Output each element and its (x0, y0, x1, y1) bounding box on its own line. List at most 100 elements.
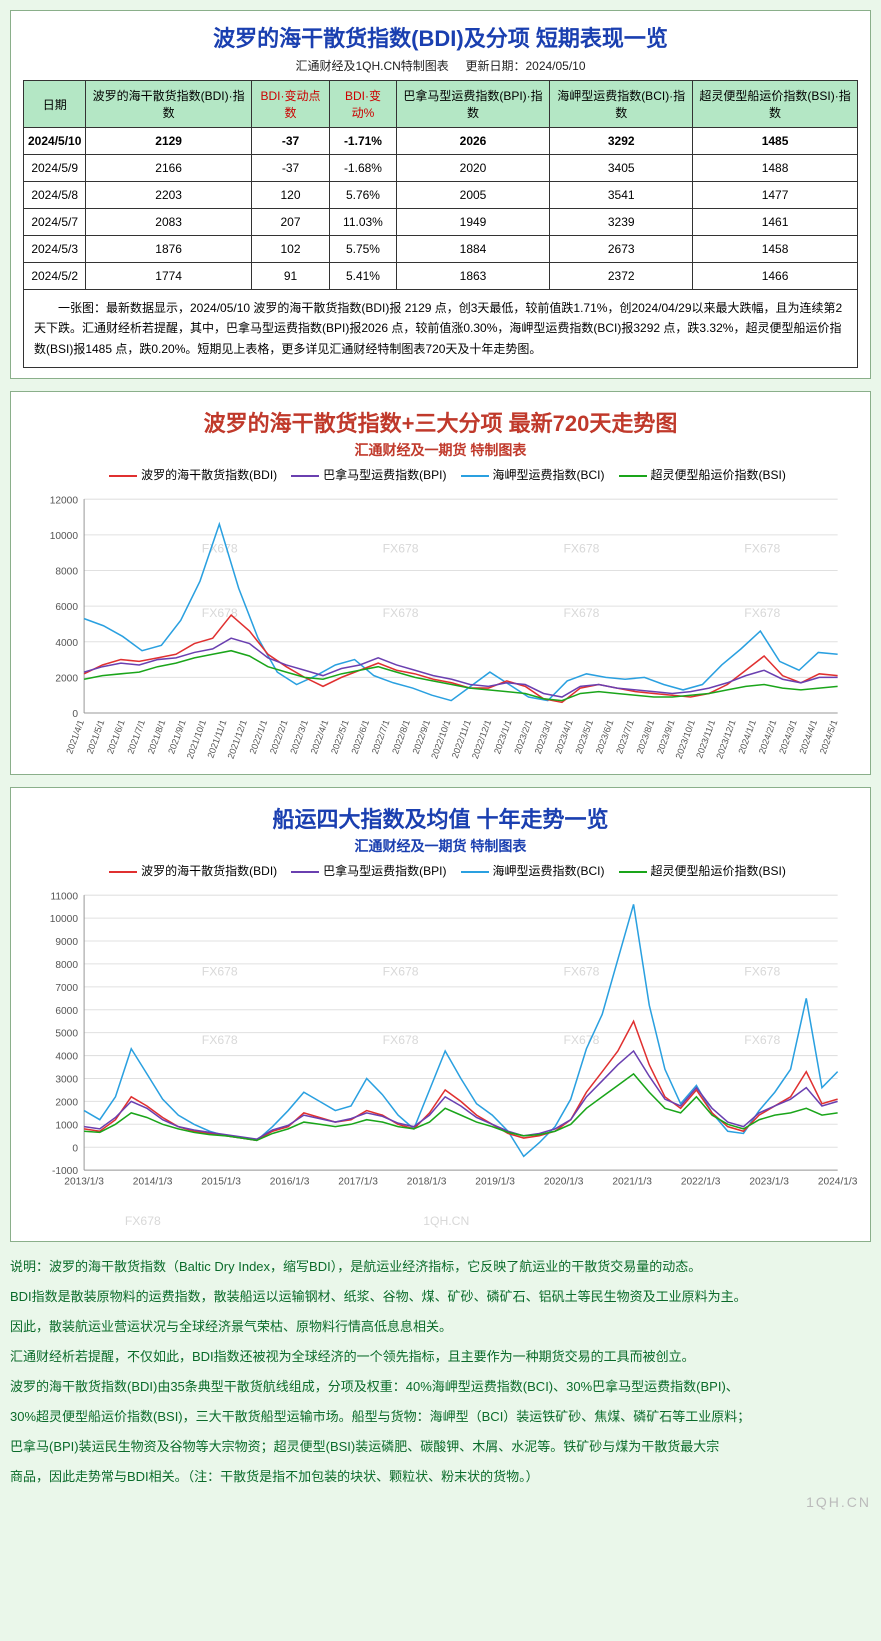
svg-text:FX678: FX678 (744, 964, 780, 978)
chart-720-panel: 波罗的海干散货指数+三大分项 最新720天走势图 汇通财经及一期货 特制图表 波… (10, 391, 871, 775)
svg-text:6000: 6000 (55, 1006, 78, 1017)
svg-text:9000: 9000 (55, 937, 78, 948)
svg-text:2023/3/1: 2023/3/1 (533, 719, 555, 756)
svg-text:2021/12/1: 2021/12/1 (226, 719, 249, 761)
svg-text:2023/10/1: 2023/10/1 (674, 719, 697, 761)
table-cell: 1876 (86, 236, 251, 263)
table-title: 波罗的海干散货指数(BDI)及分项 短期表现一览 (23, 21, 858, 53)
svg-text:2016/1/3: 2016/1/3 (270, 1176, 310, 1187)
table-cell: 91 (251, 263, 329, 290)
data-table: 日期波罗的海干散货指数(BDI)·指数BDI·变动点数BDI·变动%巴拿马型运费… (23, 80, 858, 290)
svg-text:2022/9/1: 2022/9/1 (411, 719, 433, 756)
table-cell: 1884 (396, 236, 550, 263)
svg-text:2022/8/1: 2022/8/1 (390, 719, 412, 756)
svg-text:FX678: FX678 (383, 606, 419, 620)
svg-text:2024/4/1: 2024/4/1 (798, 719, 820, 756)
svg-text:2023/9/1: 2023/9/1 (655, 719, 677, 756)
table-cell: -1.68% (330, 155, 397, 182)
svg-text:FX678: FX678 (383, 964, 419, 978)
svg-text:FX678: FX678 (202, 606, 238, 620)
table-subtitle: 汇通财经及1QH.CN特制图表 更新日期：2024/05/10 (23, 57, 858, 74)
table-cell: 1458 (693, 236, 858, 263)
table-cell: 1863 (396, 263, 550, 290)
svg-text:0: 0 (72, 709, 78, 720)
svg-text:2022/7/1: 2022/7/1 (370, 719, 392, 756)
svg-text:2022/1/3: 2022/1/3 (681, 1176, 721, 1187)
svg-text:10000: 10000 (50, 914, 79, 925)
legend-label: 巴拿马型运费指数(BPI) (323, 864, 446, 878)
table-cell: 1949 (396, 209, 550, 236)
svg-text:FX678: FX678 (383, 1033, 419, 1047)
table-cell: 2024/5/3 (24, 236, 86, 263)
svg-text:2014/1/3: 2014/1/3 (133, 1176, 173, 1187)
table-cell: 1461 (693, 209, 858, 236)
legend-label: 超灵便型船运价指数(BSI) (651, 468, 786, 482)
svg-text:2023/4/1: 2023/4/1 (553, 719, 575, 756)
legend-swatch (109, 475, 137, 477)
chart-720-title: 波罗的海干散货指数+三大分项 最新720天走势图 (23, 406, 858, 438)
explain-line: 30%超灵便型船运价指数(BSI)，三大干散货船型运输市场。船型与货物：海岬型（… (10, 1404, 871, 1430)
svg-text:2022/2/1: 2022/2/1 (268, 719, 290, 756)
svg-text:1000: 1000 (55, 1120, 78, 1131)
svg-text:2013/1/3: 2013/1/3 (64, 1176, 104, 1187)
legend-swatch (291, 871, 319, 873)
svg-text:FX678: FX678 (563, 1033, 599, 1047)
table-cell: 2024/5/10 (24, 128, 86, 155)
svg-text:2022/3/1: 2022/3/1 (288, 719, 310, 756)
svg-text:6000: 6000 (55, 602, 78, 613)
svg-text:2024/1/1: 2024/1/1 (736, 719, 758, 756)
svg-text:10000: 10000 (50, 531, 79, 542)
table-cell: 2026 (396, 128, 550, 155)
table-cell: 1466 (693, 263, 858, 290)
table-row: 2024/5/102129-37-1.71%202632921485 (24, 128, 858, 155)
table-cell: 102 (251, 236, 329, 263)
explain-line: 波罗的海干散货指数(BDI)由35条典型干散货航线组成，分项及权重：40%海岬型… (10, 1374, 871, 1400)
svg-text:2020/1/3: 2020/1/3 (544, 1176, 584, 1187)
svg-text:2021/9/1: 2021/9/1 (166, 719, 188, 756)
table-cell: 2372 (550, 263, 693, 290)
legend-label: 海岬型运费指数(BCI) (493, 864, 605, 878)
footer-mark: 1QH.CN (10, 1494, 871, 1510)
table-cell: 2024/5/7 (24, 209, 86, 236)
svg-text:2021/7/1: 2021/7/1 (125, 719, 147, 756)
table-header-cell: BDI·变动% (330, 81, 397, 128)
svg-text:2022/1/1: 2022/1/1 (248, 719, 270, 756)
svg-text:2000: 2000 (55, 1098, 78, 1109)
svg-text:FX678: FX678 (563, 606, 599, 620)
explain-line: BDI指数是散装原物料的运费指数，散装船运以运输钢材、纸浆、谷物、煤、矿砂、磷矿… (10, 1284, 871, 1310)
chart-10y-title: 船运四大指数及均值 十年走势一览 (23, 802, 858, 834)
svg-text:2023/6/1: 2023/6/1 (594, 719, 616, 756)
svg-text:FX678: FX678 (744, 606, 780, 620)
table-cell: 2024/5/9 (24, 155, 86, 182)
svg-text:FX678: FX678 (563, 542, 599, 556)
table-cell: 2083 (86, 209, 251, 236)
table-cell: 3405 (550, 155, 693, 182)
svg-text:2023/11/1: 2023/11/1 (694, 719, 717, 760)
table-panel: 波罗的海干散货指数(BDI)及分项 短期表现一览 汇通财经及1QH.CN特制图表… (10, 10, 871, 379)
table-subtitle-right: 更新日期：2024/05/10 (465, 59, 585, 73)
table-cell: 1774 (86, 263, 251, 290)
explain-line: 说明：波罗的海干散货指数（Baltic Dry Index，缩写BDI），是航运… (10, 1254, 871, 1280)
explain-line: 汇通财经析若提醒，不仅如此，BDI指数还被视为全球经济的一个领先指标，且主要作为… (10, 1344, 871, 1370)
legend-swatch (291, 475, 319, 477)
chart-720-svg: 020004000600080001000012000FX678FX678FX6… (23, 489, 858, 764)
table-cell: 2024/5/2 (24, 263, 86, 290)
table-cell: 2005 (396, 182, 550, 209)
svg-text:2023/5/1: 2023/5/1 (574, 719, 596, 756)
svg-text:5000: 5000 (55, 1029, 78, 1040)
table-cell: 3292 (550, 128, 693, 155)
legend-label: 波罗的海干散货指数(BDI) (141, 468, 277, 482)
svg-text:2021/10/1: 2021/10/1 (185, 719, 208, 761)
table-cell: 3541 (550, 182, 693, 209)
table-cell: 2129 (86, 128, 251, 155)
table-header-cell: BDI·变动点数 (251, 81, 329, 128)
table-header-cell: 海岬型运费指数(BCI)·指数 (550, 81, 693, 128)
legend-swatch (461, 475, 489, 477)
svg-text:FX678: FX678 (202, 542, 238, 556)
svg-text:8000: 8000 (55, 960, 78, 971)
table-cell: 5.76% (330, 182, 397, 209)
svg-text:2024/1/3: 2024/1/3 (818, 1176, 858, 1187)
svg-text:1QH.CN: 1QH.CN (423, 1214, 469, 1228)
table-cell: 120 (251, 182, 329, 209)
table-cell: -37 (251, 128, 329, 155)
